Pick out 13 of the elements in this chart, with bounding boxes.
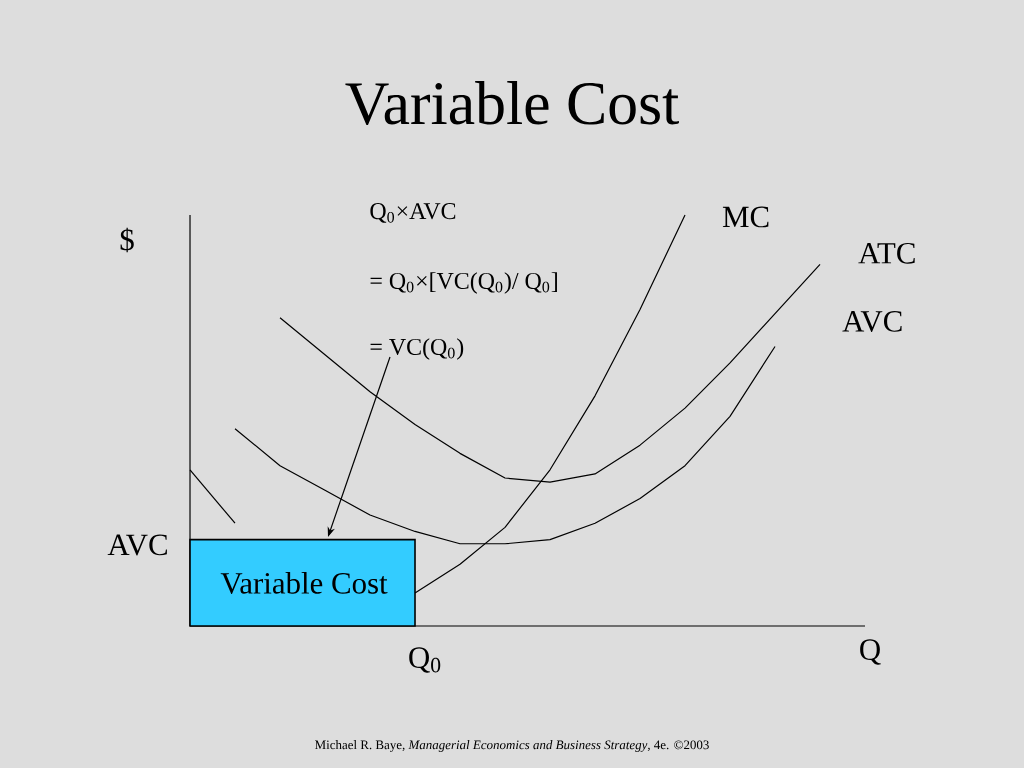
- text: AVC: [842, 311, 902, 332]
- x-axis-title: Q: [860, 639, 881, 665]
- series-label: ATC: [858, 242, 915, 264]
- text: AVC: [107, 534, 167, 556]
- annotation: Q$_{0}$×AVC: [370, 203, 456, 223]
- annotation: = VC(Q$_{0}$): [370, 338, 464, 360]
- y-axis-title: $: [120, 227, 134, 253]
- chart-title: Variable Cost: [345, 81, 679, 125]
- annotation: Variable Cost: [220, 572, 388, 594]
- text: Q$_{0}$: [409, 647, 441, 673]
- text: Michael R. Baye, Managerial Economics and Business Strategy, 4e. ©2003: [315, 740, 709, 752]
- series-label: MC: [722, 206, 769, 228]
- annotation: = Q$_{0}$×[VC(Q$_{0}$)/ Q$_{0}$]: [370, 272, 557, 294]
